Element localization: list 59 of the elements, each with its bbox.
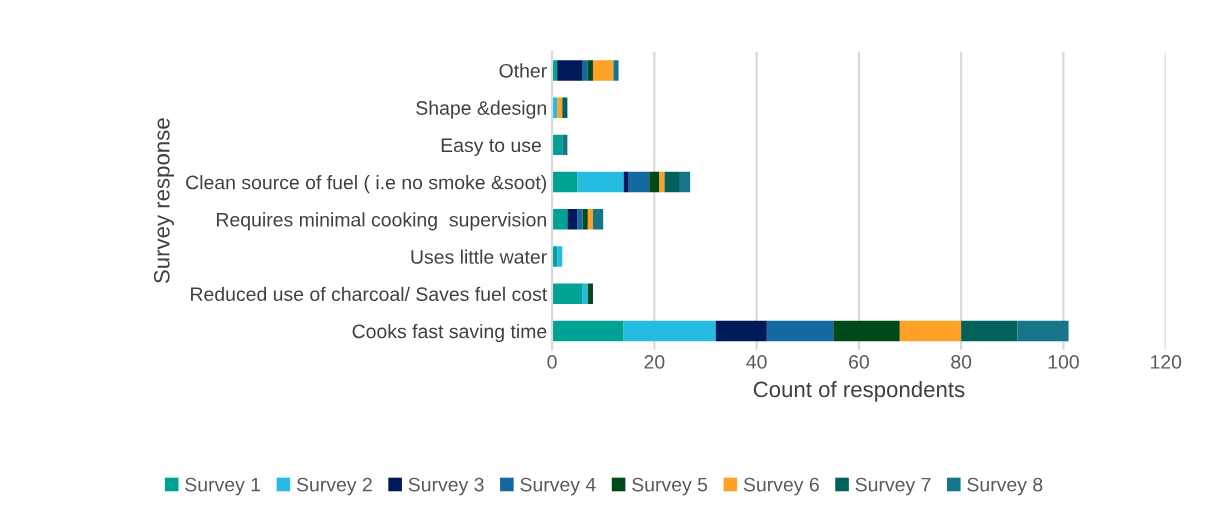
y-axis-title: Survey response <box>153 118 175 284</box>
bar <box>562 97 568 118</box>
legend-label: Survey 2 <box>296 477 372 496</box>
bar <box>587 283 593 305</box>
x-axis-title: Count of respondents <box>753 380 965 402</box>
y-tick-label: Requires minimal cooking supervision <box>217 212 546 231</box>
bar <box>833 320 900 342</box>
bar <box>715 320 767 342</box>
legend-label: Survey 4 <box>520 477 596 496</box>
y-tick-label: Clean source of fuel ( i.e no smoke &soot) <box>186 175 547 194</box>
bar <box>557 97 563 118</box>
legend-label: Survey 8 <box>967 477 1043 496</box>
bar <box>552 320 624 342</box>
bar <box>557 60 583 81</box>
bar <box>552 209 568 230</box>
bar <box>961 320 1018 342</box>
bar <box>592 209 604 230</box>
bar <box>659 171 665 193</box>
bar <box>766 320 834 342</box>
bar <box>577 209 583 230</box>
bar <box>587 209 593 230</box>
x-tick-label: 0 <box>547 355 557 369</box>
legend-label: Survey 1 <box>185 477 261 496</box>
y-tick-label: Uses little water <box>411 249 547 264</box>
x-tick-label: 120 <box>1150 355 1182 369</box>
bar <box>552 171 578 193</box>
bar <box>649 171 660 193</box>
y-tick-label: Reduced use of charcoal/ Saves fuel cost <box>191 286 548 302</box>
bar <box>1017 320 1069 342</box>
bar <box>557 246 563 267</box>
y-tick-label: Other <box>499 63 547 78</box>
y-tick-label: Shape &design <box>416 100 546 119</box>
bar <box>628 171 650 193</box>
x-tick-label: 80 <box>951 355 972 369</box>
x-tick-label: 60 <box>849 355 869 369</box>
y-tick-label: Easy to use <box>441 138 541 156</box>
bar <box>679 171 691 193</box>
legend-label: Survey 3 <box>408 477 484 496</box>
bar <box>582 60 588 81</box>
bar <box>587 60 593 81</box>
legend-label: Survey 7 <box>855 477 931 496</box>
bar <box>567 209 578 230</box>
bar <box>592 60 614 81</box>
bar <box>577 171 624 193</box>
x-tick-label: 20 <box>644 355 665 369</box>
x-tick-label: 100 <box>1048 355 1079 369</box>
bar <box>613 60 619 81</box>
bar <box>562 134 568 156</box>
legend-label: Survey 5 <box>632 477 708 496</box>
x-tick-label: 40 <box>746 355 767 369</box>
bar <box>899 320 962 342</box>
bar <box>664 171 680 193</box>
bar <box>623 171 629 193</box>
bar <box>582 283 588 305</box>
y-tick-label: Cooks fast saving time <box>352 323 547 343</box>
bar <box>552 283 583 305</box>
bar <box>582 209 588 230</box>
legend-label: Survey 6 <box>743 477 819 496</box>
bar <box>623 320 716 342</box>
